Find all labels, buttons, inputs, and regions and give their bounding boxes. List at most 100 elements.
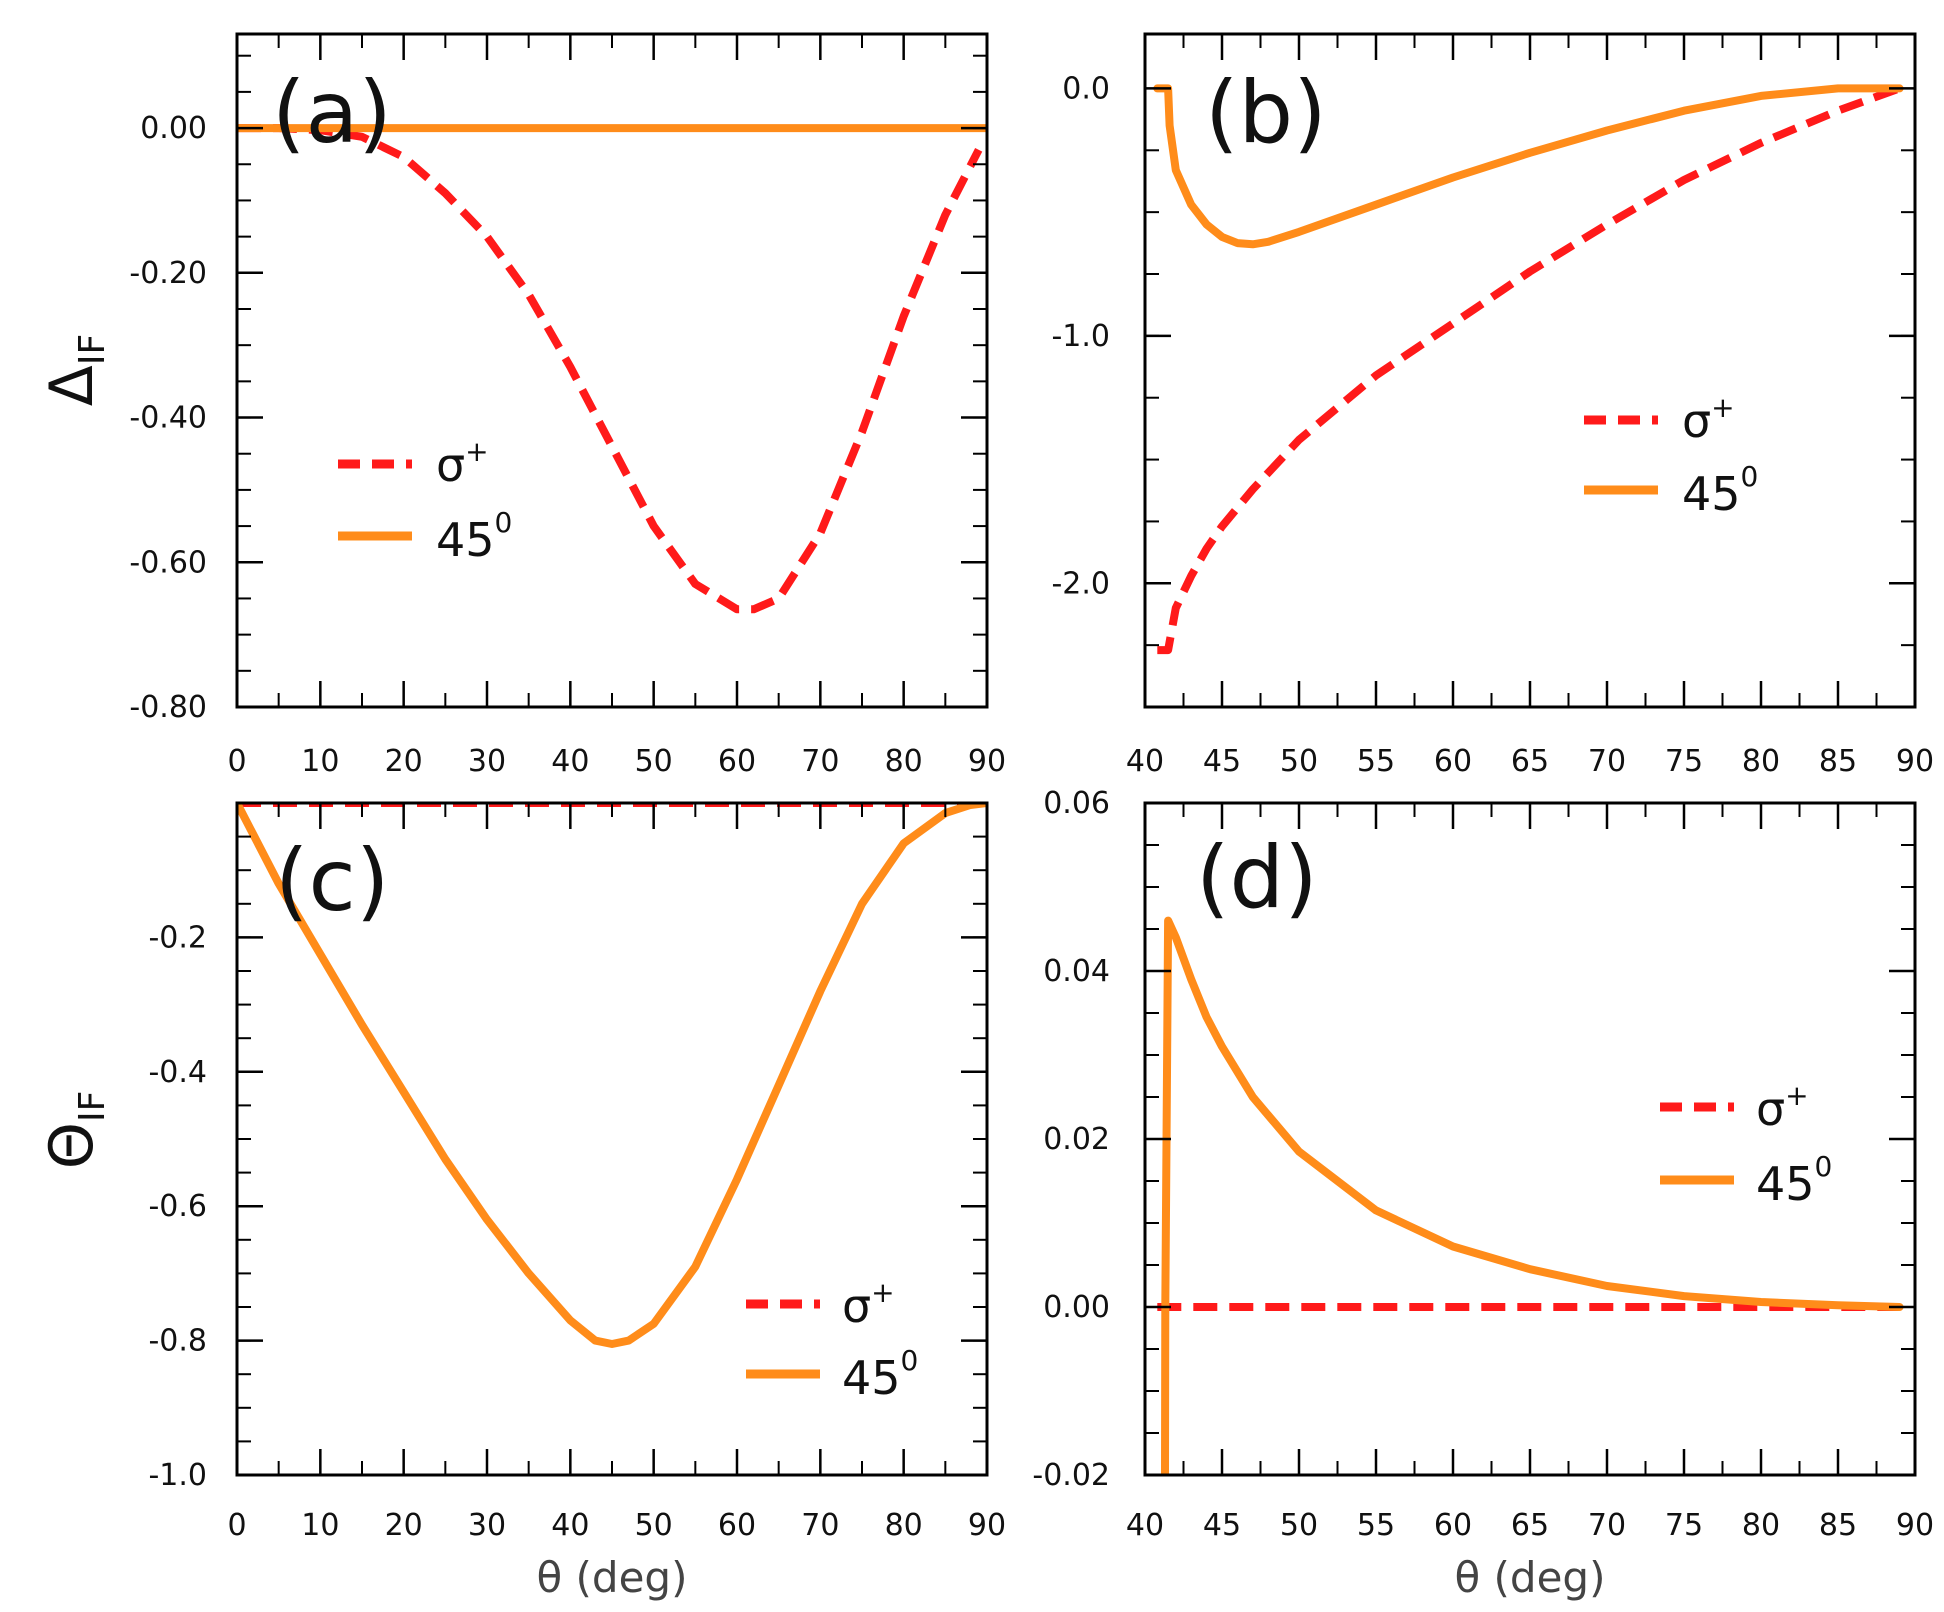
series-line-b-45 — [1153, 84, 1904, 249]
legend-label-sigma-c: σ — [842, 1279, 871, 1333]
legend-sup-sigma-c: + — [871, 1276, 894, 1309]
legend-c: σ+ 450 — [746, 1276, 918, 1405]
svg-text:σ+: σ+ — [842, 1276, 895, 1333]
x-tick-label-d: 85 — [1819, 1508, 1857, 1543]
x-tick-label-c: 60 — [718, 1508, 756, 1543]
x-tick-label-c: 30 — [468, 1508, 506, 1543]
panel-c: 0 10 20 30 40 50 60 70 80 90-0.2-0.4-0.6-0.8-1.0 … — [37, 801, 1006, 1602]
x-tick-label-b: 75 — [1665, 744, 1703, 779]
x-tick-label-d: 90 — [1896, 1508, 1934, 1543]
legend-label-sigma-d: σ — [1756, 1082, 1785, 1136]
y-tick-label-a: -0.40 — [129, 401, 207, 436]
x-tick-label-d: 70 — [1588, 1508, 1626, 1543]
x-tick-label-d: 80 — [1742, 1508, 1780, 1543]
svg-text:ΘIF: ΘIF — [37, 1091, 113, 1170]
svg-text:ΔIF: ΔIF — [37, 334, 113, 406]
x-tick-label-a: 40 — [551, 744, 589, 779]
legend-sup-sigma-d: + — [1785, 1079, 1808, 1112]
tick-layer-b: 40 45 50 55 60 65 70 75 80 85 90 0.0 -1.0 -2.0 — [1051, 34, 1934, 779]
x-tick-label-b: 80 — [1742, 744, 1780, 779]
x-tick-label-c: 80 — [885, 1508, 923, 1543]
svg-text:σ+: σ+ — [1756, 1079, 1809, 1136]
legend-label-45-d: 45 — [1756, 1157, 1815, 1211]
y-tick-label-a: -0.60 — [129, 545, 207, 580]
panel-b: 40 45 50 55 60 65 70 75 80 85 90 0.0 -1.0 -2.0 (b) σ+… — [1051, 32, 1934, 779]
y-tick-label-d: 0.00 — [1043, 1290, 1110, 1325]
x-tick-label-c: 70 — [801, 1508, 839, 1543]
x-tick-label-d: 65 — [1511, 1508, 1549, 1543]
panel-label-d: (d) — [1196, 828, 1318, 928]
series-layer-a — [237, 124, 987, 614]
x-tick-label-a: 80 — [885, 744, 923, 779]
x-tick-label-d: 60 — [1434, 1508, 1472, 1543]
x-tick-label-b: 55 — [1357, 744, 1395, 779]
svg-text:σ+: σ+ — [436, 435, 489, 492]
x-tick-label-b: 85 — [1819, 744, 1857, 779]
x-tick-label-b: 60 — [1434, 744, 1472, 779]
x-axis-title-d: θ (deg) — [1455, 1553, 1606, 1602]
legend-d: σ+ 450 — [1660, 1079, 1832, 1211]
legend-sup-45-c: 0 — [901, 1344, 919, 1377]
legend-b: σ+ 450 — [1584, 391, 1758, 521]
legend-label-45-c: 45 — [842, 1351, 901, 1405]
legend-sup-45-a: 0 — [495, 506, 513, 539]
series-layer-c — [237, 803, 987, 1348]
x-tick-label-a: 10 — [301, 744, 339, 779]
y-tick-label-d: -0.02 — [1032, 1458, 1110, 1493]
y-tick-label-d: 0.02 — [1043, 1122, 1110, 1157]
y-tick-label-d: 0.04 — [1043, 954, 1110, 989]
legend-sup-45-b: 0 — [1741, 460, 1759, 493]
panel-label-a: (a) — [272, 63, 392, 163]
legend-sup-sigma-a: + — [465, 435, 488, 468]
x-tick-label-d: 45 — [1203, 1508, 1241, 1543]
x-tick-label-c: 50 — [635, 1508, 673, 1543]
svg-text:450: 450 — [436, 506, 512, 567]
y-tick-label-b: -1.0 — [1051, 319, 1110, 354]
legend-label-sigma-a: σ — [436, 438, 465, 492]
x-tick-label-a: 90 — [968, 744, 1006, 779]
x-tick-label-b: 90 — [1896, 744, 1934, 779]
y-tick-label-c: -0.8 — [148, 1324, 207, 1359]
y-axis-title-c: ΘIF — [37, 1091, 113, 1170]
x-tick-label-d: 40 — [1126, 1508, 1164, 1543]
series-line-d-45 — [1161, 916, 1904, 1475]
svg-text:450: 450 — [842, 1344, 918, 1405]
legend-a: σ+ 450 — [338, 435, 512, 567]
y-tick-label-b: 0.0 — [1062, 71, 1110, 106]
x-axis-title-c: θ (deg) — [537, 1553, 688, 1602]
tick-layer-a: 0 10 20 30 40 50 60 70 80 90 0.00 -0.20 -0.40 -0.60 -0… — [129, 34, 1006, 779]
x-tick-label-c: 90 — [968, 1508, 1006, 1543]
x-tick-label-d: 50 — [1280, 1508, 1318, 1543]
x-tick-label-d: 75 — [1665, 1508, 1703, 1543]
svg-text:σ+: σ+ — [1682, 391, 1735, 448]
panel-label-b: (b) — [1205, 63, 1327, 163]
legend-label-sigma-b: σ — [1682, 394, 1711, 448]
x-tick-label-c: 0 — [227, 1508, 246, 1543]
legend-label-45-b: 45 — [1682, 467, 1741, 521]
y-tick-label-c: -0.2 — [148, 920, 207, 955]
x-tick-label-b: 50 — [1280, 744, 1318, 779]
panel-a: 0 10 20 30 40 50 60 70 80 90 0.00 -0.20 -0.40 -0.60 -0… — [37, 32, 1006, 779]
series-line-a-sigma — [237, 124, 983, 614]
tick-layer-c: 0 10 20 30 40 50 60 70 80 90 -0.2 -0.4 -0.6 -0.8 -1.0 — [148, 802, 1006, 1543]
x-tick-label-a: 20 — [385, 744, 423, 779]
legend-sup-45-d: 0 — [1815, 1150, 1833, 1183]
y-tick-label-a: -0.80 — [129, 690, 207, 725]
x-tick-label-b: 65 — [1511, 744, 1549, 779]
x-tick-label-a: 70 — [801, 744, 839, 779]
series-layer-d — [1157, 916, 1904, 1475]
y-axis-title-a: ΔIF — [37, 334, 113, 406]
x-tick-label-c: 20 — [385, 1508, 423, 1543]
legend-sup-sigma-b: + — [1711, 391, 1734, 424]
x-tick-label-c: 40 — [551, 1508, 589, 1543]
y-tick-label-c: -0.6 — [148, 1189, 207, 1224]
x-tick-label-b: 40 — [1126, 744, 1164, 779]
y-tick-label-c: -0.4 — [148, 1055, 207, 1090]
x-tick-label-b: 45 — [1203, 744, 1241, 779]
x-tick-label-c: 10 — [301, 1508, 339, 1543]
y-tick-label-d: 0.06 — [1043, 786, 1110, 821]
x-tick-label-a: 0 — [227, 744, 246, 779]
y-axis-title-sub-a: IF — [72, 334, 113, 365]
svg-text:450: 450 — [1756, 1150, 1832, 1211]
